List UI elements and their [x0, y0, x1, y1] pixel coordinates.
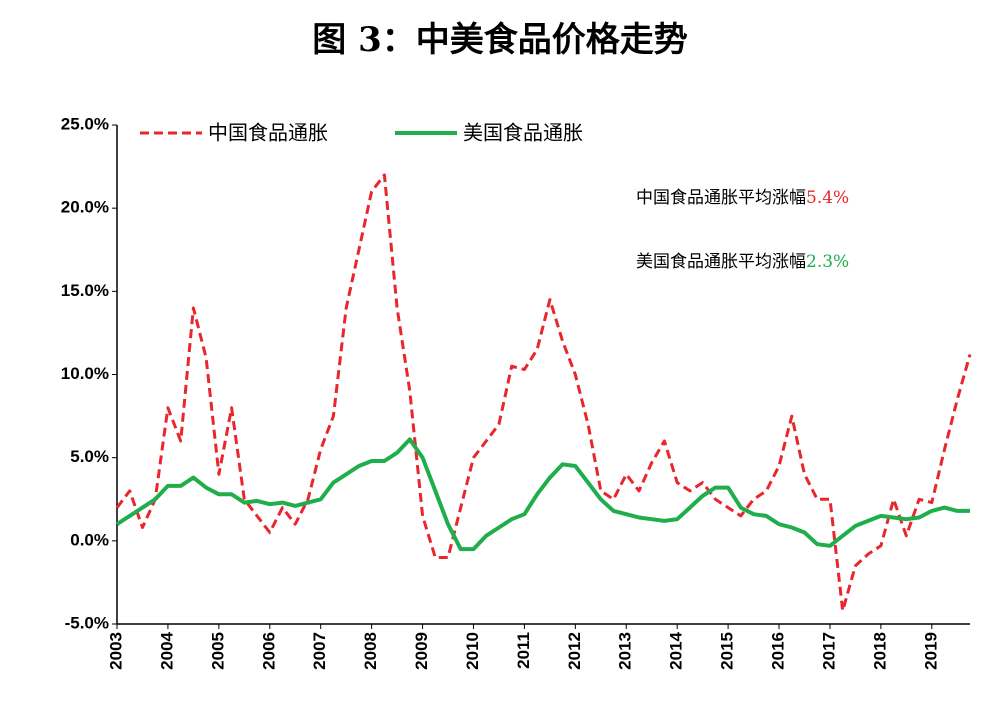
annotation-value: 2.3% — [806, 252, 849, 272]
x-tick-label: 2010 — [463, 632, 482, 670]
chart-title: 图 3：中美食品价格走势 — [312, 20, 688, 60]
x-tick-label: 2019 — [921, 632, 940, 670]
x-tick-label: 2006 — [259, 632, 278, 670]
y-tick-label: 25.0% — [61, 114, 109, 133]
x-tick-label: 2013 — [616, 632, 635, 670]
x-tick-label: 2016 — [769, 632, 788, 670]
x-tick-label: 2012 — [565, 632, 584, 670]
x-tick-label: 2005 — [208, 632, 227, 670]
series-line — [115, 437, 970, 552]
x-tick-label: 2018 — [870, 632, 889, 670]
annotation-value: 5.4% — [806, 188, 849, 208]
y-tick-label: -5.0% — [65, 613, 109, 632]
x-tick-label: 2004 — [157, 631, 176, 669]
x-tick-label: 2003 — [106, 632, 125, 670]
x-tick-label: 2009 — [412, 632, 431, 670]
y-tick-label: 10.0% — [61, 364, 109, 383]
annotation: 美国食品通胀平均涨幅2.3% — [636, 252, 849, 272]
x-tick-label: 2017 — [819, 632, 838, 670]
x-tick-label: 2014 — [667, 631, 686, 669]
legend-label: 中国食品通胀 — [208, 121, 328, 145]
annotation-text: 中国食品通胀平均涨幅 — [636, 188, 806, 208]
annotation-text: 美国食品通胀平均涨幅 — [636, 252, 806, 272]
annotation: 中国食品通胀平均涨幅5.4% — [636, 188, 849, 208]
y-tick-label: 15.0% — [61, 281, 109, 300]
legend-label: 美国食品通胀 — [463, 121, 583, 145]
x-tick-label: 2008 — [361, 632, 380, 670]
x-tick-label: 2011 — [514, 632, 533, 669]
series-line — [115, 173, 972, 613]
x-tick-label: 2007 — [310, 632, 329, 670]
x-tick-label: 2015 — [718, 632, 737, 670]
y-tick-label: 20.0% — [61, 198, 109, 217]
y-tick-label: 0.0% — [70, 530, 109, 549]
y-tick-label: 5.0% — [70, 447, 109, 466]
